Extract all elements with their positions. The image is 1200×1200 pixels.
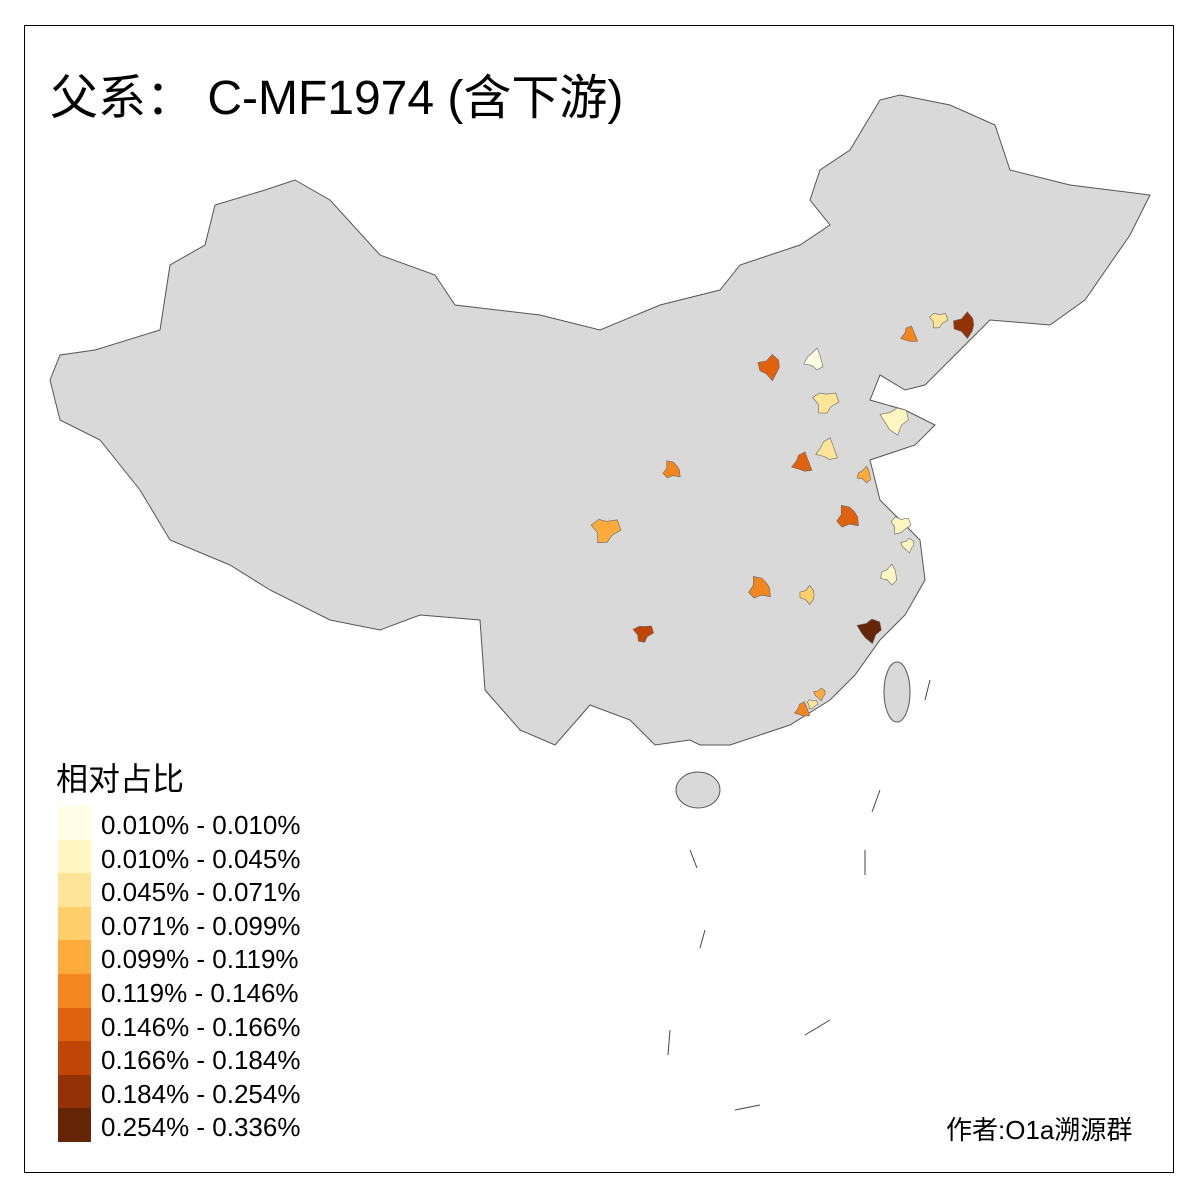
- legend-swatch: [58, 1007, 91, 1042]
- legend-label: 0.146% - 0.166%: [101, 1011, 301, 1042]
- region-fill: [632, 625, 654, 643]
- plot-border: [24, 25, 1174, 1173]
- region-fill: [590, 518, 622, 544]
- legend-label: 0.119% - 0.146%: [101, 978, 299, 1008]
- region-fill: [856, 618, 882, 645]
- region-fill: [806, 699, 819, 710]
- region-fill: [799, 585, 815, 605]
- legend-label: 0.099% - 0.119%: [101, 944, 299, 975]
- region-fill: [812, 392, 840, 414]
- region-fill: [757, 353, 780, 382]
- region-fill: [928, 312, 949, 329]
- legend-swatch: [58, 940, 91, 975]
- region-fill: [880, 563, 897, 586]
- legend-swatch: [58, 1108, 91, 1143]
- legend-label: 0.010% - 0.045%: [101, 843, 301, 874]
- region-fill: [815, 437, 838, 460]
- legend-swatch: [58, 1041, 91, 1076]
- region-fill: [900, 325, 919, 342]
- taiwan-island: [883, 661, 911, 723]
- legend-label: 0.045% - 0.071%: [101, 877, 301, 908]
- legend-title: 相对占比: [56, 761, 185, 797]
- legend-swatch: [58, 839, 91, 874]
- region-fill: [890, 516, 912, 535]
- region-fill: [953, 311, 975, 340]
- legend-swatch: [58, 873, 91, 908]
- region-fill: [662, 460, 681, 479]
- map-title: 父系： C-MF1974 (含下游): [50, 72, 624, 125]
- region-fill: [879, 407, 909, 436]
- region-fill: [813, 687, 826, 702]
- highlighted-regions: [590, 311, 975, 717]
- region-fill: [748, 576, 771, 599]
- legend-swatch: [58, 906, 91, 941]
- author-credit: 作者:O1a溯源群: [946, 1115, 1133, 1145]
- legend-label: 0.166% - 0.184%: [101, 1045, 301, 1076]
- region-fill: [856, 465, 871, 484]
- region-fill: [794, 701, 811, 717]
- legend-label: 0.010% - 0.010%: [101, 810, 301, 840]
- region-fill: [900, 537, 915, 554]
- legend-swatch: [58, 806, 91, 840]
- hainan-island: [675, 771, 721, 809]
- region-fill: [791, 451, 813, 472]
- region-fill: [836, 505, 859, 528]
- china-mainland: [49, 94, 1151, 746]
- south-sea-islands: [667, 679, 931, 1111]
- legend-label: 0.254% - 0.336%: [101, 1112, 301, 1143]
- legend-swatch: [58, 974, 91, 1008]
- legend-label: 0.184% - 0.254%: [101, 1078, 301, 1109]
- legend-swatch: [58, 1074, 91, 1109]
- legend-label: 0.071% - 0.099%: [101, 910, 301, 941]
- region-fill: [803, 347, 824, 371]
